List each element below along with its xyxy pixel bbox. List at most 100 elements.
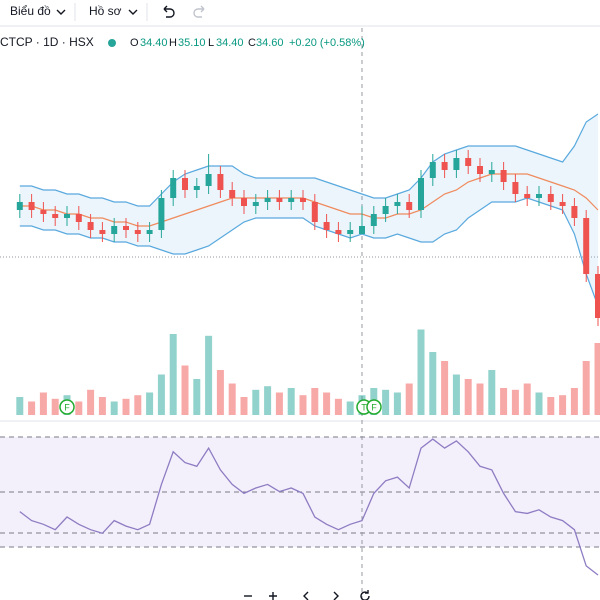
candle-body [547, 194, 554, 202]
volume-bar [441, 361, 449, 415]
volume-bar [98, 397, 106, 415]
candle-body [75, 214, 82, 222]
volume-bar [323, 392, 331, 415]
volume-bar [334, 398, 342, 415]
legend-value: 35.10 [178, 37, 206, 49]
candle-body [394, 202, 401, 206]
profile-menu[interactable]: Hồ sơ [89, 4, 122, 18]
candle-body [276, 198, 283, 202]
volume-bar [28, 401, 36, 415]
toolbar [0, 0, 600, 26]
candle-body [123, 226, 129, 230]
volume-bar [287, 388, 295, 415]
volume-bar [511, 389, 519, 415]
candle-body [418, 178, 424, 210]
volume-bar [452, 374, 460, 415]
candle-body [158, 198, 165, 230]
legend-change: +0.20 (+0.58%) [289, 37, 365, 49]
reset[interactable] [360, 590, 370, 600]
volume-bar [157, 374, 165, 415]
legend-value: 34.40 [140, 37, 168, 49]
volume-bar [346, 401, 354, 415]
legend-value: 34.40 [216, 37, 244, 49]
marker-label: F [64, 402, 70, 412]
candle-body [477, 166, 483, 174]
volume-bar [299, 395, 307, 415]
chart-menu[interactable]: Biểu đồ [10, 4, 51, 18]
candle-body [382, 206, 389, 214]
volume-bar [417, 329, 425, 415]
event-markers: F T F [59, 399, 382, 415]
volume-bar [464, 379, 472, 415]
marker-label: F [371, 402, 377, 412]
volume-bar [559, 395, 567, 415]
volume-bar [535, 392, 543, 415]
candle-body [465, 158, 472, 166]
marker[interactable] [59, 399, 75, 415]
candle-body [441, 162, 448, 170]
legend-label: C [248, 37, 256, 49]
volume-bar [122, 398, 130, 415]
volume-bar [264, 386, 272, 415]
volume-bar [39, 392, 47, 415]
candle-body [559, 202, 566, 206]
status-dot [108, 39, 116, 47]
candle-body [40, 210, 47, 214]
candle-body [370, 214, 377, 226]
candle-body [524, 194, 531, 198]
volume-bar [488, 370, 496, 415]
candle-body [300, 198, 306, 202]
volume-bar [169, 334, 177, 415]
candle-body [252, 202, 259, 206]
candle-body [429, 162, 436, 178]
marker[interactable] [366, 399, 382, 415]
scroll-left[interactable] [303, 591, 309, 600]
volume-bar [523, 383, 531, 415]
legend-label: L [208, 37, 214, 49]
volume-bar [228, 383, 236, 415]
volume-bar [134, 395, 142, 415]
volume-bar [252, 389, 260, 415]
candle-body [16, 202, 23, 210]
volume-bar [476, 383, 484, 415]
candle-body [64, 214, 70, 218]
candle-body [170, 178, 177, 198]
candle-body [453, 158, 460, 170]
volume-bar [146, 392, 154, 415]
candle-body [406, 202, 413, 210]
volume-bar [393, 392, 401, 415]
redo[interactable] [193, 5, 205, 18]
volume-bar [582, 361, 590, 415]
volume-bar [240, 397, 248, 415]
legend-label: O [130, 37, 139, 49]
candle-body [28, 202, 35, 210]
volume-bar [110, 401, 118, 415]
chevron [56, 9, 66, 15]
symbol: CTCP · 1D · HSX [0, 35, 94, 49]
volume-bar [75, 401, 83, 415]
zoom-controls [244, 590, 370, 600]
zoom-in[interactable] [269, 592, 277, 600]
undo[interactable] [163, 5, 175, 18]
candle-body [335, 230, 342, 234]
candle-body [87, 222, 94, 230]
candle-body [500, 170, 507, 182]
chevron [128, 9, 138, 15]
volume-bar [570, 388, 578, 415]
candle-body [571, 206, 578, 218]
lower-band [19, 197, 599, 307]
scroll-right[interactable] [333, 591, 339, 600]
candle-body [111, 226, 118, 234]
candle-body [264, 198, 271, 202]
volume-bar [547, 397, 555, 415]
volume-bar [311, 388, 319, 415]
volume-bar [51, 398, 59, 415]
candle-body [146, 230, 153, 234]
candle-body [288, 198, 295, 202]
volume-bar [405, 383, 413, 415]
candle-body [217, 174, 224, 190]
candle-body [134, 230, 141, 234]
volume-bar [500, 388, 508, 415]
candle-body [205, 174, 212, 186]
